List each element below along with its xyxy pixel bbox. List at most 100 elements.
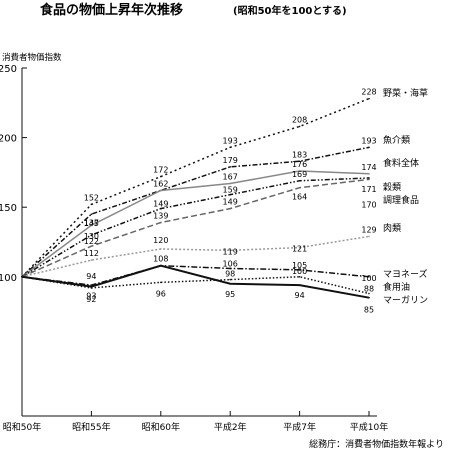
x-tick-label: 昭和55年 xyxy=(72,421,110,433)
data-point xyxy=(368,292,370,295)
y-tick-label: 150 xyxy=(0,203,17,214)
data-label: 95 xyxy=(225,290,235,299)
series-2: 145 162 179 183 193 魚介類 xyxy=(21,134,410,278)
data-label: 139 xyxy=(153,212,168,221)
series-name-label: 食料全体 xyxy=(383,157,419,169)
x-tick-label: 昭和50年 xyxy=(3,421,41,433)
data-label: 183 xyxy=(292,150,307,159)
series-name-label: 調理食品 xyxy=(383,194,419,206)
data-point xyxy=(229,182,231,185)
data-label: 120 xyxy=(153,236,168,245)
chart-subtitle: (昭和50年を100とする) xyxy=(233,4,347,17)
series-name-label: 穀類 xyxy=(383,181,401,193)
data-point xyxy=(229,249,231,252)
data-point xyxy=(90,259,93,261)
series-line xyxy=(21,177,370,278)
data-label: 93 xyxy=(86,292,96,301)
series-line xyxy=(21,276,370,295)
y-tick-label: 100 xyxy=(0,273,17,284)
data-label: 149 xyxy=(223,198,238,207)
data-point xyxy=(298,284,301,286)
data-label: 88 xyxy=(364,285,374,294)
y-axis-label: 消費者物価指数 xyxy=(2,52,62,63)
data-point xyxy=(160,221,162,224)
data-point xyxy=(160,175,162,178)
data-label: 85 xyxy=(364,306,374,315)
series-line xyxy=(21,264,370,299)
data-label: 169 xyxy=(292,170,307,179)
data-point xyxy=(90,234,93,236)
data-label: 108 xyxy=(153,255,168,264)
data-point xyxy=(368,296,370,299)
series-line xyxy=(21,146,370,278)
data-point xyxy=(298,246,301,249)
data-label: 130 xyxy=(84,232,99,241)
data-label: 106 xyxy=(223,259,238,268)
data-point xyxy=(368,97,370,100)
series-line xyxy=(21,264,370,286)
x-tick-label: 平成10年 xyxy=(350,421,388,433)
data-label: 96 xyxy=(156,289,166,298)
y-tick-label: 250 xyxy=(0,64,17,75)
data-label: 170 xyxy=(361,200,376,209)
series-4: 130 149 159 169 171 穀類 xyxy=(21,170,401,278)
data-point xyxy=(229,166,231,168)
data-point xyxy=(90,213,93,215)
data-point xyxy=(229,146,231,149)
series-name-label: マヨネーズ xyxy=(383,268,428,280)
x-tick-label: 平成7年 xyxy=(283,421,316,433)
series-3: 137 167 176 174 食料全体 xyxy=(21,157,419,278)
data-point xyxy=(160,207,162,210)
series-line xyxy=(21,235,370,278)
series-9: 93 95 94 85 マーガリン xyxy=(21,264,428,315)
data-label: 164 xyxy=(292,193,307,202)
data-point xyxy=(90,287,93,289)
data-point xyxy=(368,172,370,175)
data-point xyxy=(229,278,231,281)
data-label: 129 xyxy=(361,225,376,234)
data-label: 149 xyxy=(153,200,168,209)
data-label: 162 xyxy=(153,179,168,188)
data-label: 228 xyxy=(361,88,376,97)
data-label: 137 xyxy=(84,218,99,227)
series-name-label: マーガリン xyxy=(383,295,428,306)
data-point xyxy=(90,245,93,247)
series-8: 92 96 98 100 88 食用油 xyxy=(21,267,410,304)
data-point xyxy=(298,160,301,163)
data-point xyxy=(90,285,93,288)
series-6: 112 120 119 121 129 肉類 xyxy=(21,222,401,278)
data-point xyxy=(368,178,370,181)
data-label: 179 xyxy=(223,156,238,165)
data-point xyxy=(298,186,301,189)
series-line xyxy=(21,170,370,278)
data-label: 94 xyxy=(86,272,96,281)
source-note: 総務庁：消費者物価指数年報より xyxy=(309,438,444,450)
series-name-label: 野菜・海草 xyxy=(383,87,428,99)
data-label: 176 xyxy=(292,160,307,169)
data-point xyxy=(368,235,370,238)
data-point xyxy=(229,193,231,196)
data-point xyxy=(229,267,231,270)
data-point xyxy=(90,203,93,206)
data-label: 105 xyxy=(292,261,307,270)
data-point xyxy=(229,282,231,285)
data-label: 94 xyxy=(295,291,305,300)
data-point xyxy=(229,207,231,210)
chart-title: 食品の物価上昇年次推移 xyxy=(40,2,183,18)
data-point xyxy=(368,177,370,179)
data-label: 121 xyxy=(292,245,307,254)
x-tick-label: 昭和60年 xyxy=(142,421,180,433)
data-label: 159 xyxy=(223,186,238,195)
x-tick-label: 平成2年 xyxy=(214,421,247,433)
data-label: 119 xyxy=(223,247,238,256)
series-name-label: 肉類 xyxy=(383,222,401,234)
data-point xyxy=(368,146,370,149)
series-1: 152 172 193 208 228 野菜・海草 xyxy=(21,87,428,278)
data-label: 193 xyxy=(223,136,238,145)
data-point xyxy=(298,170,301,172)
data-point xyxy=(298,179,301,182)
data-label: 172 xyxy=(153,166,168,175)
data-label: 193 xyxy=(361,136,376,145)
series-name-label: 食用油 xyxy=(383,281,410,293)
